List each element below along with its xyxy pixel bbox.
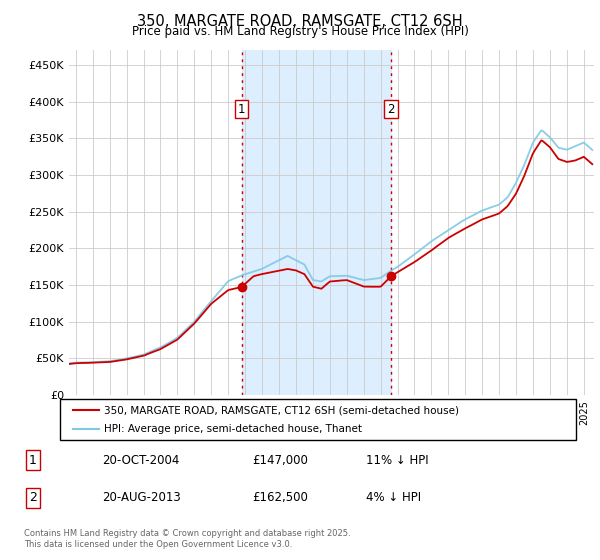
Bar — [242, 50, 391, 395]
Text: 350, MARGATE ROAD, RAMSGATE, CT12 6SH: 350, MARGATE ROAD, RAMSGATE, CT12 6SH — [137, 14, 463, 29]
Text: Price paid vs. HM Land Registry's House Price Index (HPI): Price paid vs. HM Land Registry's House … — [131, 25, 469, 38]
Text: £162,500: £162,500 — [252, 491, 308, 504]
Text: 11% ↓ HPI: 11% ↓ HPI — [366, 454, 428, 467]
Text: 350, MARGATE ROAD, RAMSGATE, CT12 6SH (semi-detached house): 350, MARGATE ROAD, RAMSGATE, CT12 6SH (s… — [104, 405, 459, 415]
Text: 4% ↓ HPI: 4% ↓ HPI — [366, 491, 421, 504]
Text: 1: 1 — [238, 102, 245, 115]
Text: HPI: Average price, semi-detached house, Thanet: HPI: Average price, semi-detached house,… — [104, 424, 362, 435]
Text: 2: 2 — [29, 491, 37, 504]
Text: 20-AUG-2013: 20-AUG-2013 — [102, 491, 181, 504]
Text: 2: 2 — [388, 102, 395, 115]
Text: 20-OCT-2004: 20-OCT-2004 — [102, 454, 179, 467]
Text: Contains HM Land Registry data © Crown copyright and database right 2025.
This d: Contains HM Land Registry data © Crown c… — [24, 529, 350, 549]
Text: 1: 1 — [29, 454, 37, 467]
Text: £147,000: £147,000 — [252, 454, 308, 467]
